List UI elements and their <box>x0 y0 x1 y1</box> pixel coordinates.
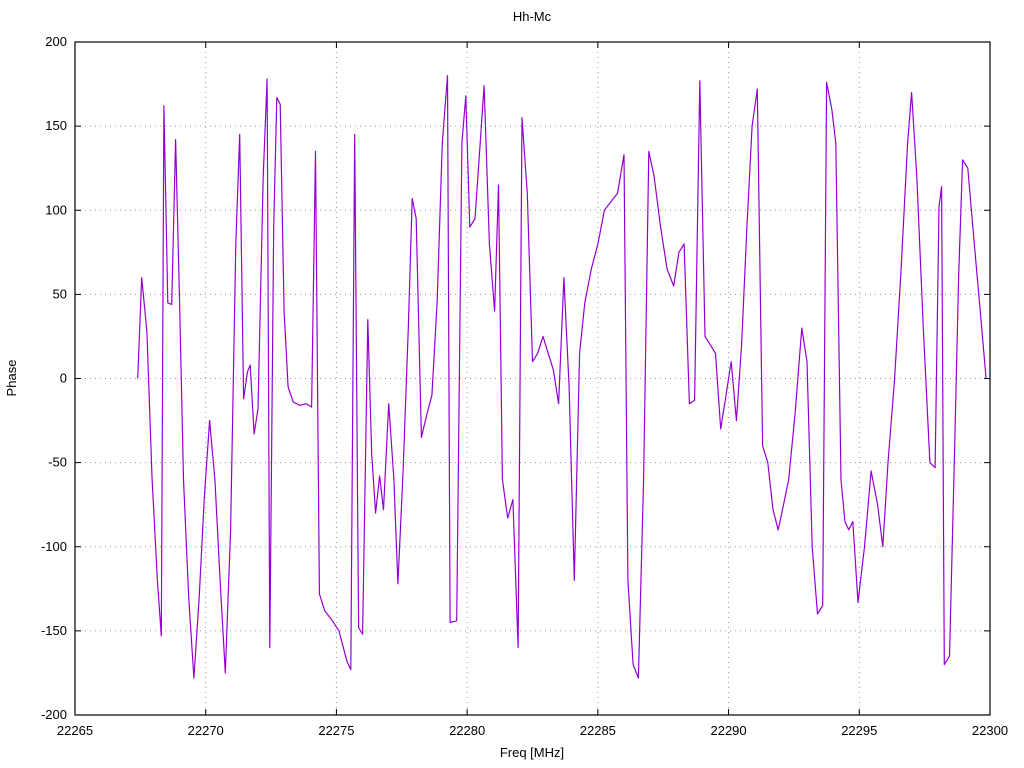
phase-trace <box>137 74 987 679</box>
y-tick-label: 150 <box>45 118 67 133</box>
y-tick-label: -100 <box>41 539 67 554</box>
y-tick-label: 200 <box>45 34 67 49</box>
x-tick-label: 22300 <box>972 723 1008 738</box>
plot-border <box>74 41 991 716</box>
y-tick-label: 0 <box>60 371 67 386</box>
x-tick-label: 22290 <box>710 723 746 738</box>
y-tick-label: 50 <box>53 286 67 301</box>
x-tick-label: 22265 <box>57 723 93 738</box>
x-axis-label: Freq [MHz] <box>500 745 564 760</box>
y-tick-label: -50 <box>48 455 67 470</box>
y-tick-labels: -200 -150 -100 -50 0 50 100 150 200 <box>41 34 67 722</box>
chart-title: Hh-Mc <box>513 9 552 24</box>
x-tick-label: 22270 <box>188 723 224 738</box>
x-tick-label: 22285 <box>580 723 616 738</box>
x-tick-label: 22275 <box>318 723 354 738</box>
x-tick-label: 22295 <box>841 723 877 738</box>
y-axis-label: Phase <box>4 360 19 397</box>
y-tick-label: -150 <box>41 623 67 638</box>
tick-marks <box>74 41 991 716</box>
y-tick-label: 100 <box>45 202 67 217</box>
x-tick-labels: 22265 22270 22275 22280 22285 22290 22295 22300 <box>57 723 1008 738</box>
x-tick-label: 22280 <box>449 723 485 738</box>
gridlines <box>74 41 991 716</box>
y-tick-label: -200 <box>41 707 67 722</box>
